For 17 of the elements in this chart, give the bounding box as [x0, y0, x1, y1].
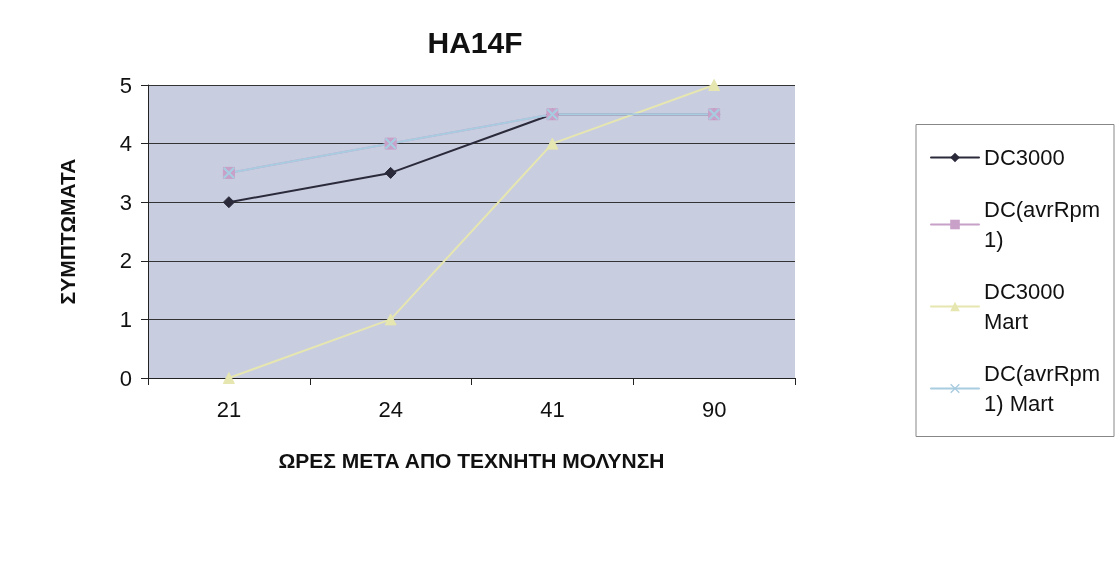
x-tick-label: 24: [378, 396, 403, 422]
y-tick-label: 2: [119, 248, 132, 274]
legend-label: DC3000: [984, 145, 1065, 170]
x-axis-title: ΩΡΕΣ ΜΕΤΑ ΑΠΟ ΤΕΧΝΗΤΗ ΜΟΛΥΝΣΗ: [278, 449, 665, 472]
y-tick-label: 0: [119, 365, 132, 391]
y-tick-label: 4: [119, 131, 132, 157]
chart-title: HA14F: [427, 25, 523, 59]
x-tick-label: 21: [216, 396, 242, 422]
y-axis-title: ΣΥΜΠΤΩΜΑΤΑ: [56, 158, 79, 305]
legend-label: DC(avrRpm1): [984, 197, 1101, 252]
legend-label: DC(avrRpm1) Mart: [984, 361, 1101, 416]
y-tick-label: 1: [119, 306, 132, 332]
x-tick-label: 41: [540, 396, 565, 422]
legend-label: DC3000 Mart: [984, 279, 1071, 334]
x-tick-label: 90: [701, 396, 727, 422]
y-tick-label: 5: [119, 72, 132, 98]
y-tick-label: 3: [119, 189, 132, 215]
